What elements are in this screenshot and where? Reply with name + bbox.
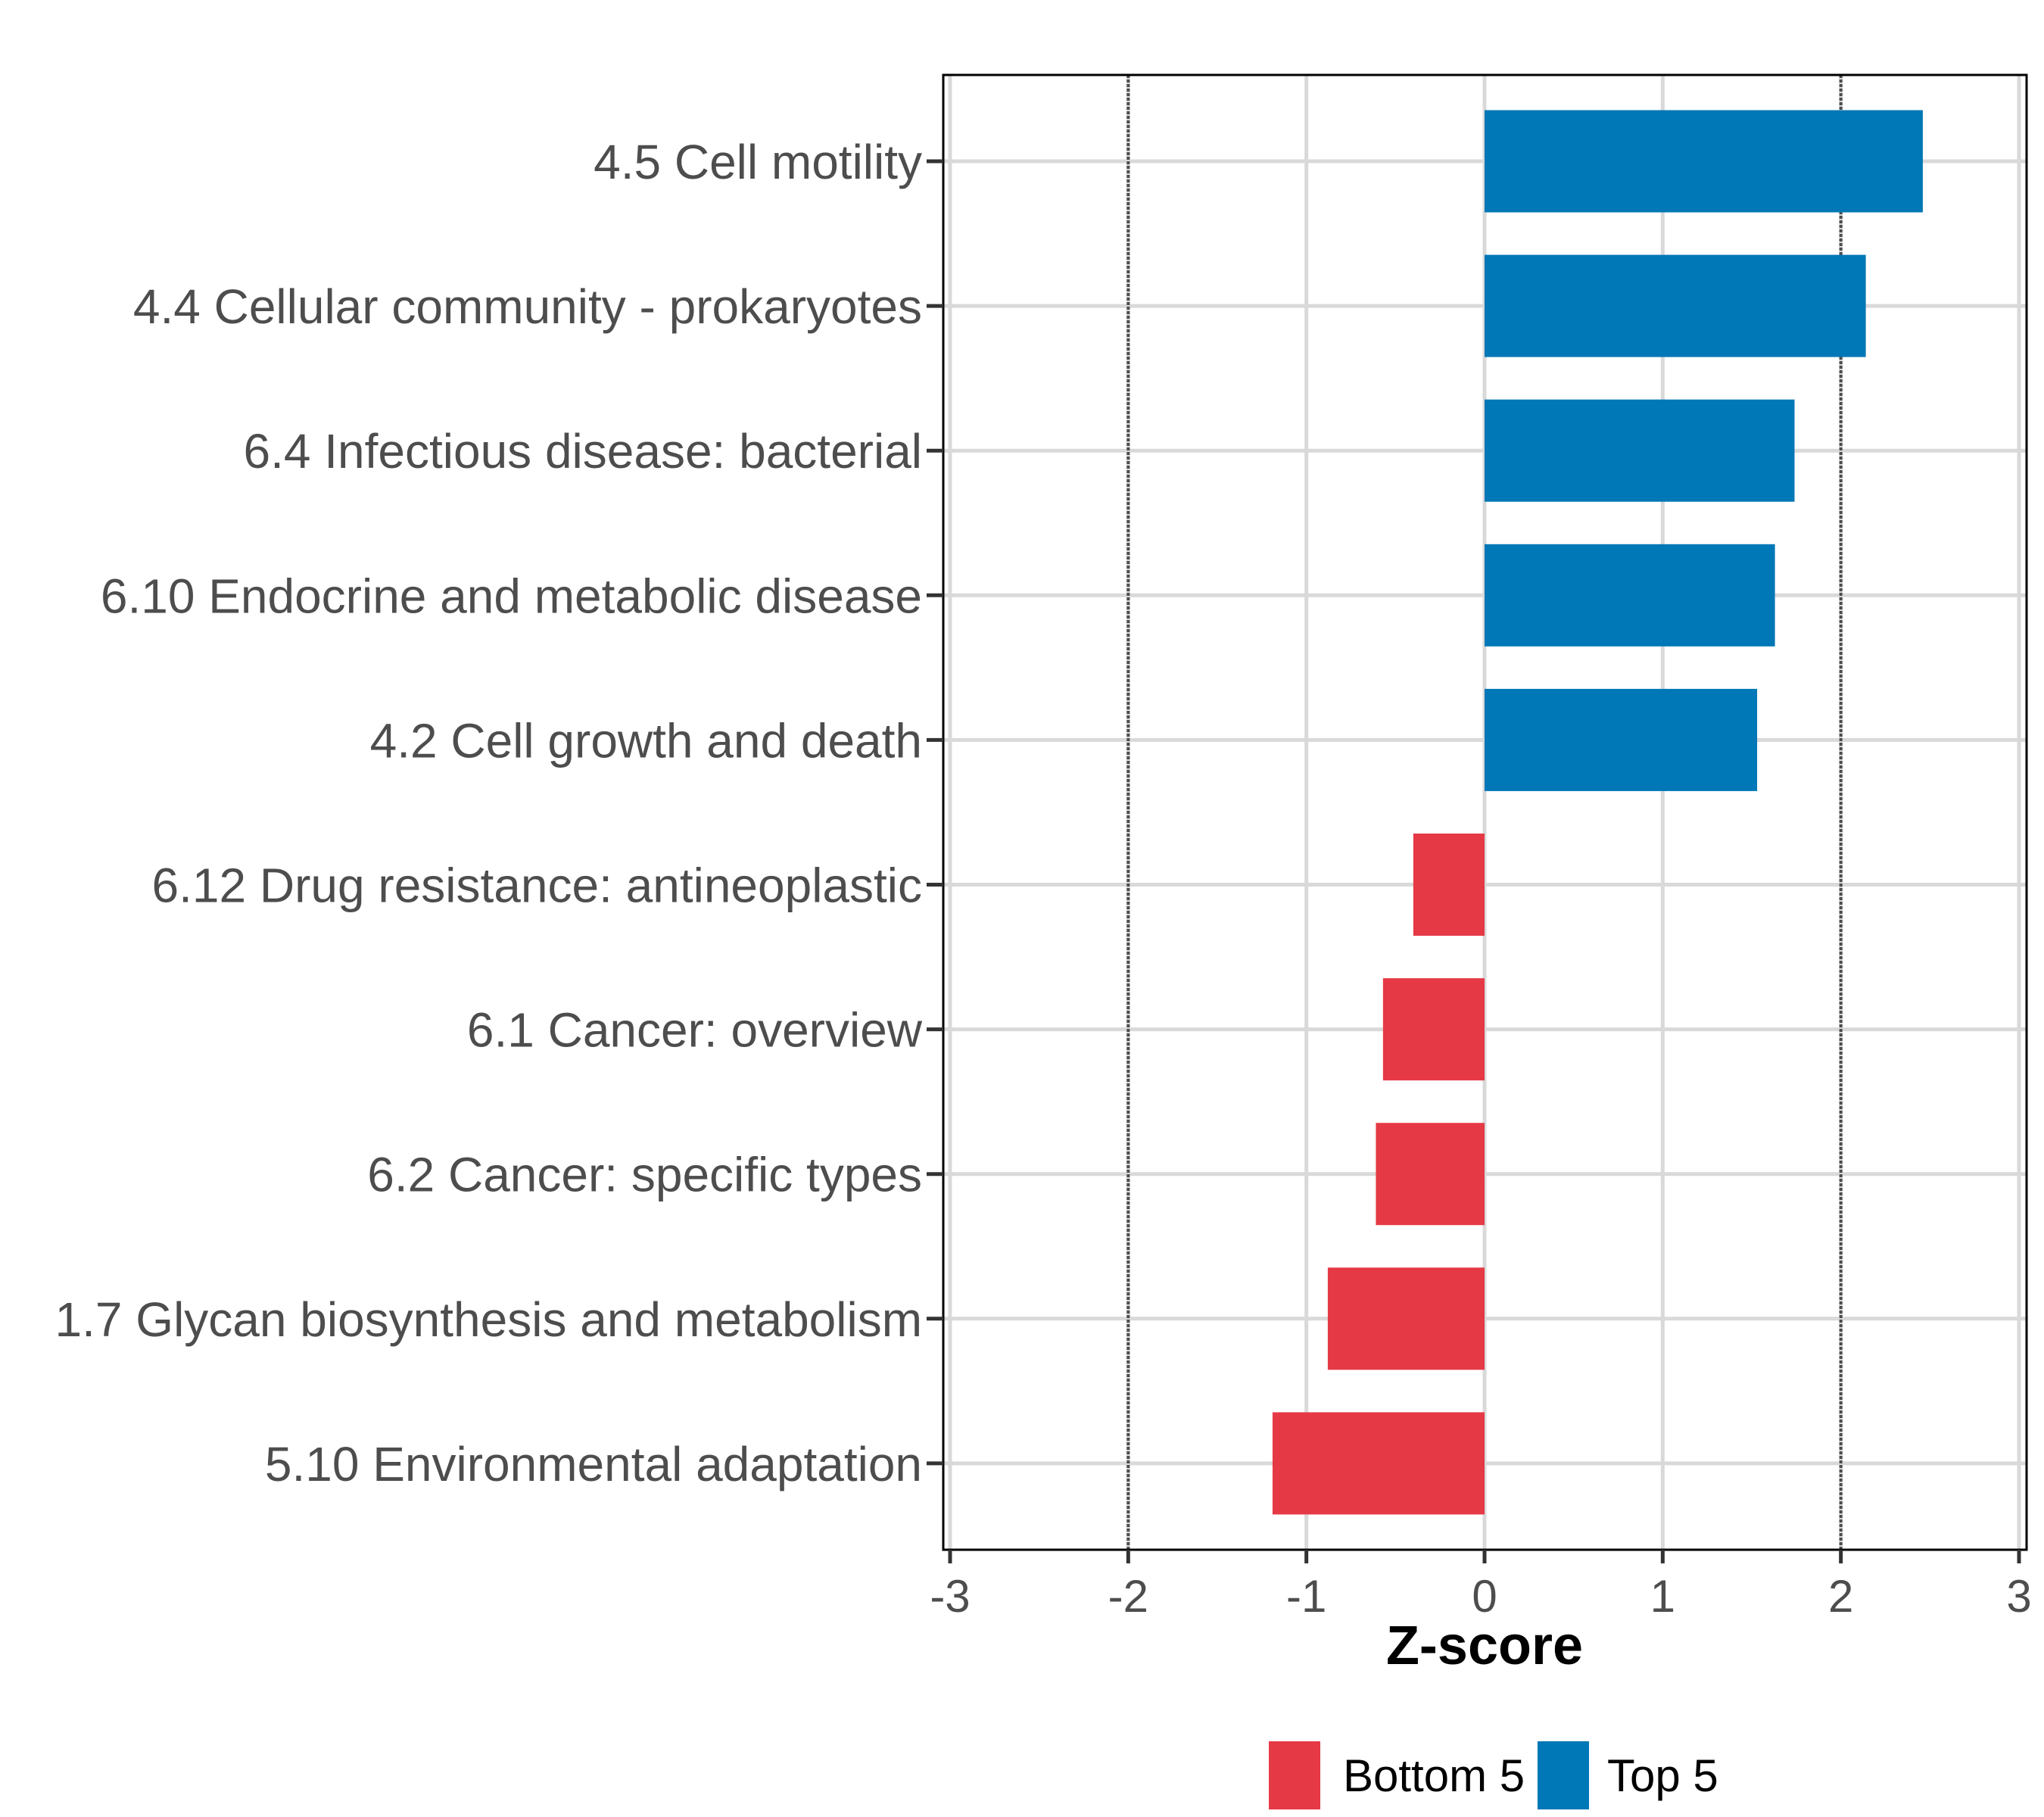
y-axis-label: 4.4 Cellular community - prokaryotes bbox=[133, 279, 922, 334]
y-axis-label: 1.7 Glycan biosynthesis and metabolism bbox=[55, 1292, 922, 1347]
y-axis-labels: 4.5 Cell motility 4.4 Cellular community … bbox=[55, 135, 923, 1491]
bar bbox=[1376, 1123, 1485, 1226]
bar bbox=[1413, 834, 1485, 936]
x-tick-label: -1 bbox=[1286, 1571, 1326, 1622]
x-tick-label: 1 bbox=[1650, 1571, 1675, 1622]
legend-key-top-5 bbox=[1538, 1741, 1589, 1809]
y-axis-label: 6.1 Cancer: overview bbox=[467, 1003, 923, 1058]
y-axis-label: 6.10 Endocrine and metabolic disease bbox=[101, 569, 922, 623]
y-axis-label: 6.2 Cancer: specific types bbox=[367, 1148, 922, 1202]
legend-label: Top 5 bbox=[1607, 1750, 1718, 1801]
bar bbox=[1485, 399, 1795, 502]
y-axis-label: 6.12 Drug resistance: antineoplastic bbox=[152, 859, 922, 913]
legend-label: Bottom 5 bbox=[1343, 1750, 1525, 1801]
y-axis-label: 4.2 Cell growth and death bbox=[370, 713, 922, 768]
y-axis-label: 4.5 Cell motility bbox=[594, 135, 922, 189]
bars bbox=[1272, 110, 1923, 1515]
bar bbox=[1272, 1412, 1485, 1515]
x-axis-tick-labels: -3 -2 -1 0 1 2 3 bbox=[930, 1571, 2031, 1622]
bar bbox=[1485, 254, 1866, 357]
bar bbox=[1485, 544, 1775, 647]
bar bbox=[1485, 688, 1758, 791]
y-axis-label: 6.4 Infectious disease: bacterial bbox=[243, 424, 922, 478]
x-tick-label: 2 bbox=[1828, 1571, 1853, 1622]
x-tick-label: 3 bbox=[2006, 1571, 2031, 1622]
y-axis-label: 5.10 Environmental adaptation bbox=[265, 1437, 922, 1491]
bar bbox=[1382, 978, 1485, 1081]
x-axis-title: Z-score bbox=[1386, 1616, 1583, 1676]
x-tick-label: -2 bbox=[1108, 1571, 1148, 1622]
x-axis-ticks bbox=[948, 1550, 2021, 1563]
x-tick-label: -3 bbox=[930, 1571, 970, 1622]
bar bbox=[1327, 1267, 1485, 1370]
x-tick-label: 0 bbox=[1472, 1571, 1497, 1622]
bar bbox=[1485, 110, 1923, 213]
y-axis-ticks bbox=[927, 159, 943, 1466]
legend: Bottom 5 Top 5 bbox=[1269, 1741, 1718, 1809]
legend-key-bottom-5 bbox=[1269, 1741, 1320, 1809]
